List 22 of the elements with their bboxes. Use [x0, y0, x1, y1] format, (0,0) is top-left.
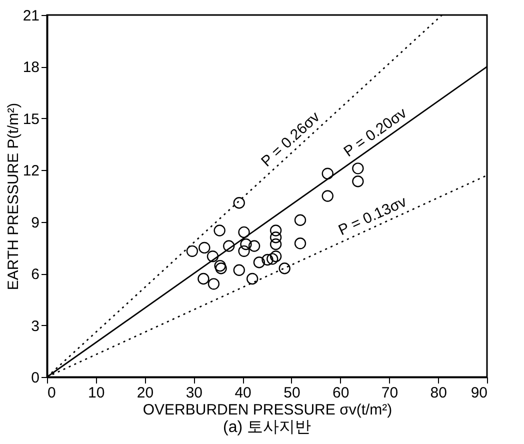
x-tick-label: 20 [136, 384, 154, 402]
x-tick-label: 10 [88, 384, 105, 402]
x-tick-label: 70 [381, 384, 398, 402]
y-tick-label: 3 [31, 318, 40, 335]
x-tick-label: 80 [430, 384, 447, 402]
y-tick-label: 21 [22, 8, 40, 24]
y-tick-label: 9 [31, 214, 40, 232]
y-tick-label: 6 [31, 266, 40, 284]
annotation: P = 0.13σv [336, 193, 410, 240]
text: (a) 토사지반 [223, 419, 311, 436]
y-tick-label: 18 [22, 59, 40, 76]
y-tick-label: 12 [22, 162, 40, 180]
x-tick-label: 50 [284, 384, 300, 402]
x-tick-label: 0 [48, 384, 56, 402]
y-tick-label: 0 [31, 370, 40, 386]
x-tick-label: 60 [332, 384, 350, 402]
y-tick-label: 15 [22, 110, 40, 128]
x-axis-title: OVERBURDEN PRESSURE σv(t/m²) [142, 402, 392, 418]
x-tick-label: 30 [186, 384, 203, 402]
y-axis-title: EARTH PRESSURE P(t/m²) [4, 102, 22, 290]
x-tick-label: 90 [470, 384, 488, 402]
x-tick-label: 40 [234, 384, 252, 402]
